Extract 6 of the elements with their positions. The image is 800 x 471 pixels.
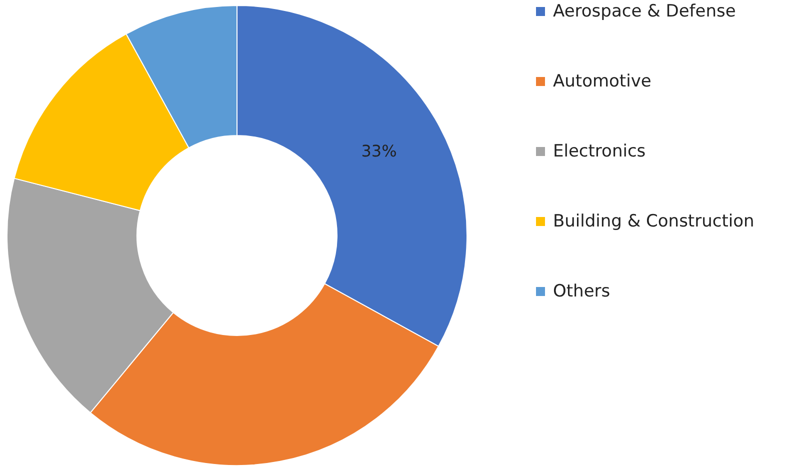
legend-label: Automotive: [553, 72, 652, 92]
data-label: 33%: [361, 142, 397, 161]
legend-label: Others: [553, 282, 610, 302]
legend-label: Electronics: [553, 142, 646, 162]
legend-label: Aerospace & Defense: [553, 2, 736, 22]
legend-label: Building & Construction: [553, 212, 754, 232]
